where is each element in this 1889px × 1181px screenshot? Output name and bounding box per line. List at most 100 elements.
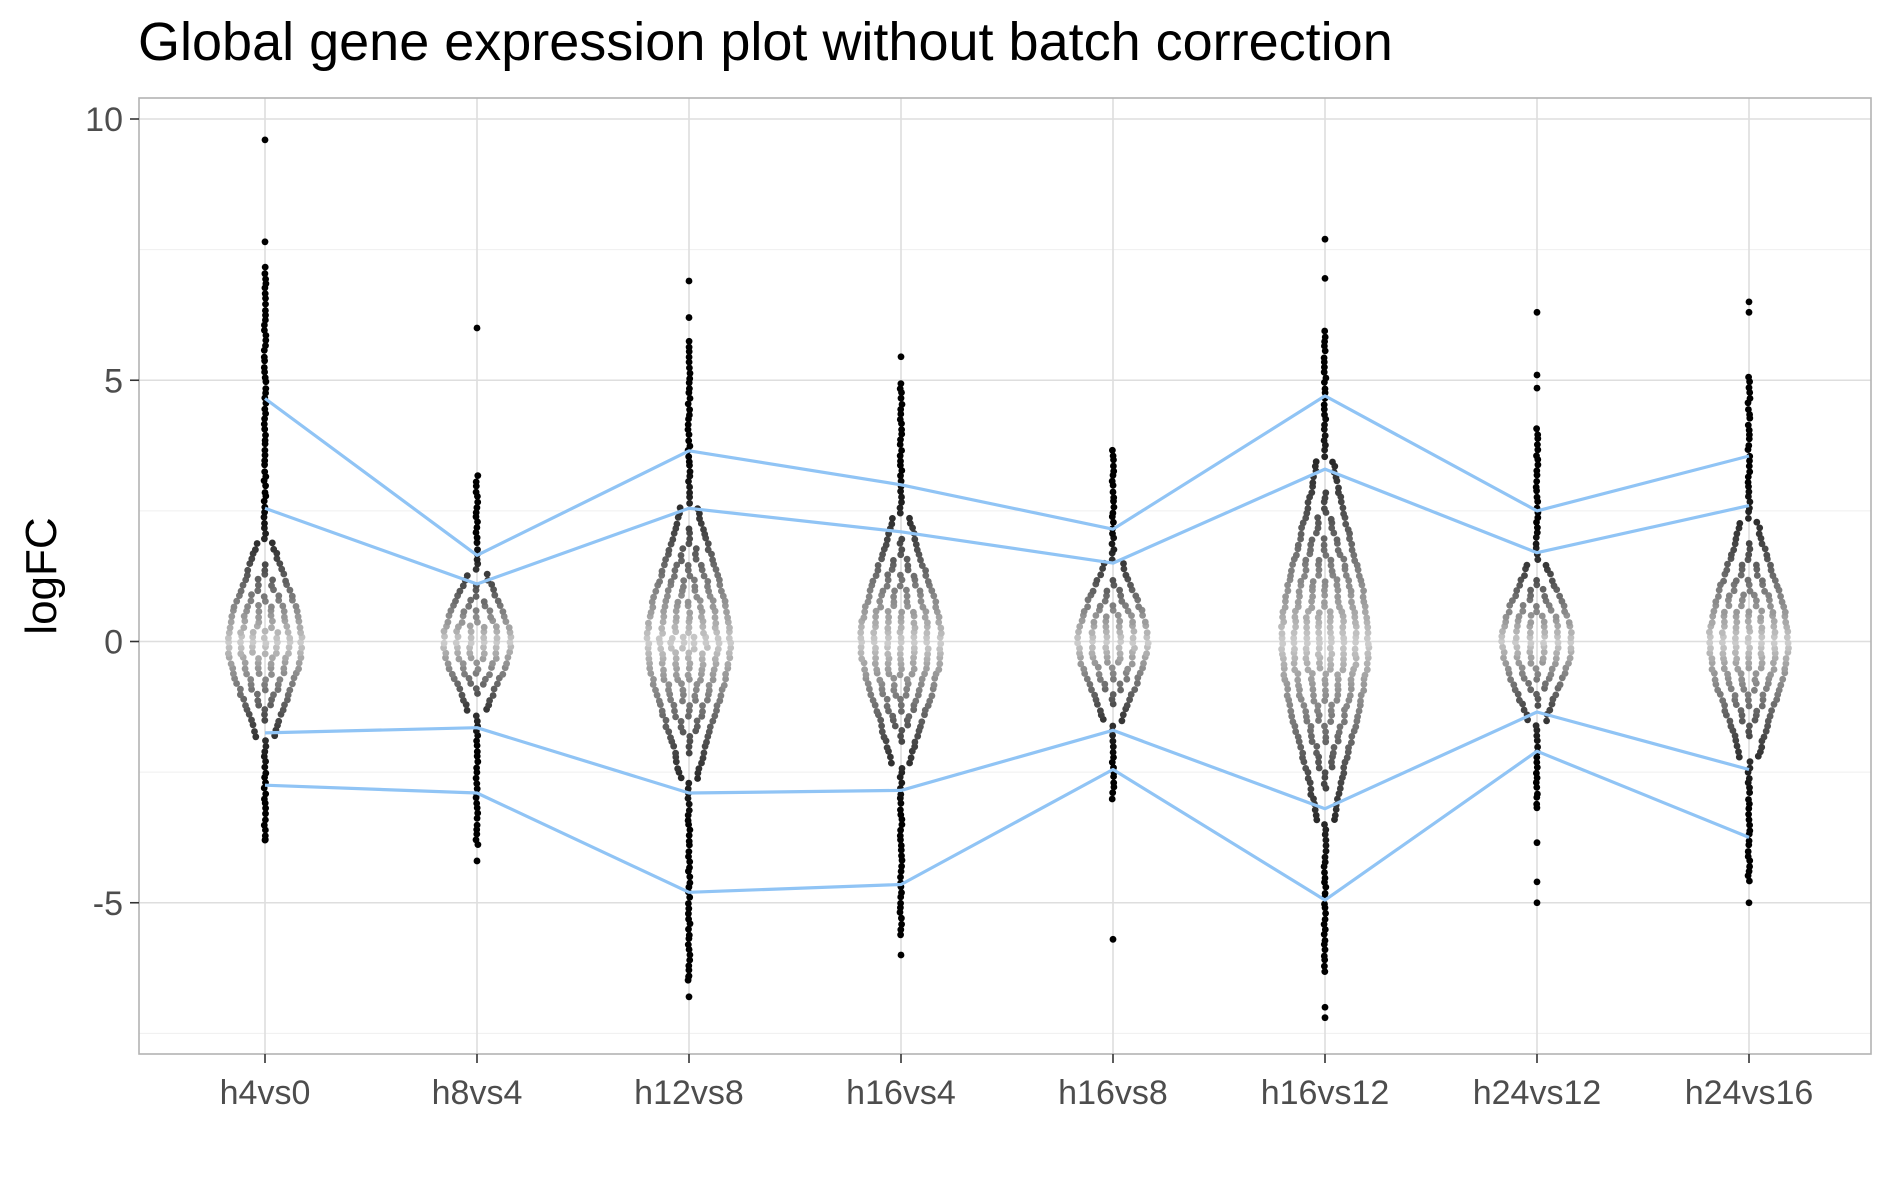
data-point [269,654,276,662]
data-point [472,836,480,844]
data-point [261,535,268,543]
data-point [898,493,905,501]
data-point [860,614,868,621]
data-point [1327,707,1335,715]
data-point [897,436,904,443]
data-point [506,648,514,656]
data-point [1109,749,1117,756]
data-point [1507,676,1514,683]
data-point [896,832,904,840]
data-point [243,572,251,579]
data-point [1340,555,1348,563]
data-point [255,670,263,677]
data-point [697,603,704,611]
data-point [1548,577,1556,585]
data-point [1314,702,1322,710]
data-point [1738,596,1746,604]
data-point [1116,586,1123,594]
data-point [1767,602,1774,610]
data-point [1334,671,1341,679]
data-point [1078,617,1086,625]
data-point [692,555,700,563]
data-point [686,468,694,476]
data-point [473,800,481,807]
data-point [489,692,497,699]
data-point [679,644,686,652]
data-point [704,696,711,704]
data-point [1340,764,1348,771]
data-point [660,613,668,620]
y-tick-label: -5 [93,885,123,923]
data-point [897,472,904,480]
data-point [1782,660,1790,668]
outlier-point [685,972,693,980]
data-point [1720,577,1727,585]
data-point [897,695,904,703]
data-point [1321,578,1329,585]
data-point [685,525,693,533]
data-point [1315,635,1323,643]
data-point [1117,592,1125,600]
data-point [686,951,694,959]
data-point [1721,608,1728,616]
data-point [891,587,898,595]
data-point [884,665,892,673]
data-point [251,728,258,735]
data-point [906,514,913,522]
data-point [261,763,269,771]
data-point [1091,659,1099,667]
connector-lines [264,394,1750,902]
data-point [460,697,467,704]
data-point [1757,650,1765,658]
data-point [492,650,500,657]
data-point [1300,702,1308,709]
data-point [936,645,944,653]
data-point [254,575,262,583]
outlier-point [1745,298,1753,306]
data-point [1533,425,1540,433]
data-point [655,697,663,705]
data-point [1733,742,1741,750]
data-point [1303,713,1310,721]
data-point [896,671,904,679]
data-point [1348,739,1355,746]
data-point [1533,800,1541,808]
data-point [459,582,467,590]
data-point [714,571,722,579]
data-point [722,675,729,683]
data-point [690,645,698,653]
data-point [903,592,911,600]
data-point [1540,648,1548,656]
data-point [243,670,251,678]
data-point [261,290,269,297]
data-point [1767,561,1774,569]
data-point [227,618,235,626]
data-point [896,441,904,448]
data-point [897,868,905,875]
data-point [247,597,255,605]
data-point [1771,628,1779,636]
axes: -5 0 5 10 h4vs0 h8vs4 h12vs8 h16vs4 h16vs8 h16vs1… [85,101,1813,1112]
data-point [1303,629,1311,637]
data-point [1295,692,1303,699]
data-point [1315,519,1322,527]
data-point [1727,685,1735,693]
data-point [1134,679,1141,687]
data-point [911,738,919,746]
data-point [660,666,667,674]
data-point [1320,952,1328,960]
data-point [1289,718,1297,726]
data-point [248,591,255,599]
data-point [685,800,693,808]
data-point [1745,659,1753,667]
data-point [1777,681,1785,689]
data-point [1327,556,1335,564]
data-point [262,307,269,314]
data-point [1315,571,1322,579]
data-point [890,593,897,601]
data-point [1129,634,1137,642]
data-point [890,557,897,564]
data-point [659,650,666,658]
data-point [1109,577,1117,584]
data-point [1297,535,1304,543]
